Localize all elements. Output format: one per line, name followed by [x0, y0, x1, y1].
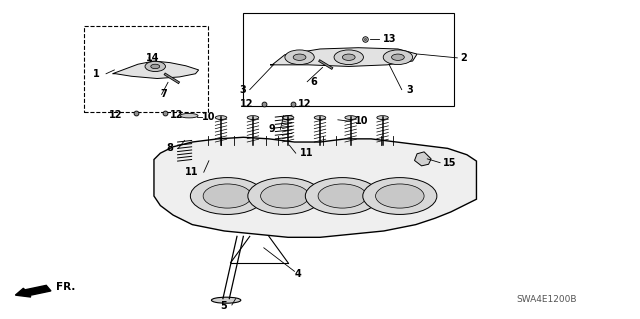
Text: 4: 4: [294, 269, 301, 279]
Polygon shape: [113, 61, 198, 78]
Text: 11: 11: [300, 148, 313, 158]
Text: 12: 12: [298, 99, 311, 109]
Ellipse shape: [314, 116, 326, 120]
Text: FR.: FR.: [56, 282, 76, 292]
Text: 12: 12: [109, 110, 122, 120]
Ellipse shape: [377, 116, 388, 120]
Text: SWA4E1200B: SWA4E1200B: [516, 295, 577, 304]
FancyArrow shape: [15, 286, 51, 297]
Circle shape: [334, 50, 364, 64]
Text: 7: 7: [161, 89, 167, 100]
Ellipse shape: [282, 116, 294, 120]
Circle shape: [151, 64, 160, 69]
Circle shape: [363, 178, 437, 214]
Ellipse shape: [247, 116, 259, 120]
Ellipse shape: [180, 114, 198, 118]
Text: 3: 3: [406, 85, 413, 95]
Text: 8: 8: [166, 143, 173, 153]
Text: 14: 14: [147, 53, 160, 63]
Polygon shape: [154, 137, 476, 237]
Text: 1: 1: [93, 69, 100, 79]
Circle shape: [190, 178, 264, 214]
Circle shape: [260, 184, 309, 208]
Circle shape: [305, 178, 380, 214]
Circle shape: [392, 54, 404, 60]
Circle shape: [203, 184, 252, 208]
Ellipse shape: [215, 116, 227, 120]
Ellipse shape: [345, 116, 356, 120]
Text: 9: 9: [269, 124, 275, 134]
Polygon shape: [415, 152, 431, 166]
Polygon shape: [270, 48, 417, 66]
Text: 13: 13: [383, 34, 396, 44]
Text: 2: 2: [461, 53, 467, 63]
Circle shape: [248, 178, 322, 214]
Circle shape: [293, 54, 306, 60]
Circle shape: [376, 184, 424, 208]
Circle shape: [285, 50, 314, 64]
Circle shape: [342, 54, 355, 60]
Circle shape: [318, 184, 367, 208]
Text: 12: 12: [239, 99, 253, 109]
Ellipse shape: [211, 297, 241, 303]
Text: 11: 11: [185, 167, 198, 177]
Text: 12: 12: [170, 110, 184, 120]
Text: 3: 3: [240, 85, 246, 95]
Text: 5: 5: [221, 300, 227, 311]
Text: 10: 10: [202, 112, 215, 122]
Circle shape: [145, 61, 166, 71]
Text: 6: 6: [310, 77, 317, 87]
Text: 10: 10: [355, 116, 369, 126]
Circle shape: [383, 50, 413, 64]
Text: 15: 15: [443, 158, 456, 168]
